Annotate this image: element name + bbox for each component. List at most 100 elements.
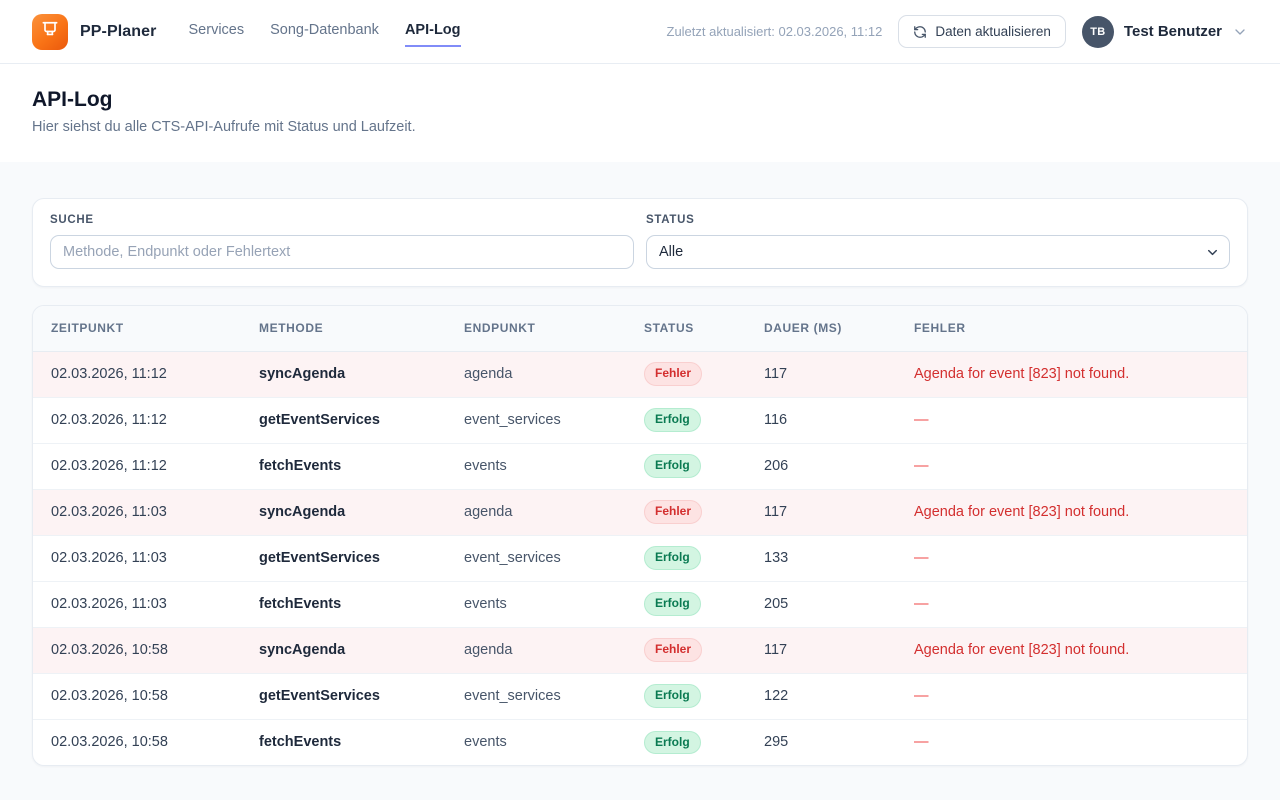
page-title: API-Log xyxy=(32,88,113,111)
avatar: TB xyxy=(1081,15,1114,48)
cell-status: Erfolg xyxy=(626,396,746,443)
nav-item-api-log[interactable]: API-Log xyxy=(404,16,461,47)
cell-zeitpunkt: 02.03.2026, 11:12 xyxy=(33,351,241,397)
cell-endpunkt: agenda xyxy=(446,488,626,535)
cell-dauer: 117 xyxy=(746,351,896,397)
app-logo xyxy=(32,13,68,50)
cell-status: Erfolg xyxy=(626,442,746,489)
api-log-table: Zeitpunkt Methode Endpunkt Status Dauer … xyxy=(33,306,1247,765)
table-row: 02.03.2026, 11:12 syncAgenda agenda Fehl… xyxy=(33,351,1247,397)
main-nav: Services Song-Datenbank API-Log xyxy=(189,16,461,47)
cell-methode: syncAgenda xyxy=(241,488,446,535)
status-badge: Fehler xyxy=(644,362,703,386)
status-select[interactable]: Alle xyxy=(646,235,1230,269)
cell-methode: getEventServices xyxy=(241,396,446,443)
filter-card: Suche Status Alle xyxy=(32,198,1248,287)
cell-zeitpunkt: 02.03.2026, 10:58 xyxy=(33,626,241,673)
brand-name: PP-Planer xyxy=(80,22,157,40)
cell-zeitpunkt: 02.03.2026, 11:03 xyxy=(33,534,241,581)
cell-endpunkt: agenda xyxy=(446,626,626,673)
cell-fehler: — xyxy=(896,672,1247,719)
cell-dauer: 133 xyxy=(746,534,896,581)
status-filter: Status Alle xyxy=(646,214,1230,269)
cell-endpunkt: events xyxy=(446,718,626,765)
cell-dauer: 295 xyxy=(746,718,896,765)
status-badge: Fehler xyxy=(644,638,703,662)
cell-zeitpunkt: 02.03.2026, 10:58 xyxy=(33,672,241,719)
table-body: 02.03.2026, 11:12 syncAgenda agenda Fehl… xyxy=(33,351,1247,765)
nav-item-services[interactable]: Services xyxy=(188,22,245,38)
cell-fehler: — xyxy=(896,442,1247,489)
user-menu[interactable]: TB Test Benutzer xyxy=(1081,15,1248,48)
page-subtitle: Hier siehst du alle CTS-API-Aufrufe mit … xyxy=(32,119,416,135)
table-row: 02.03.2026, 11:03 fetchEvents events Erf… xyxy=(33,580,1247,627)
status-badge: Erfolg xyxy=(644,730,701,754)
cell-status: Fehler xyxy=(626,626,746,673)
cell-status: Erfolg xyxy=(626,580,746,627)
cell-fehler: Agenda for event [823] not found. xyxy=(896,626,1247,673)
last-updated-text: Zuletzt aktualisiert: 02.03.2026, 11:12 xyxy=(666,24,883,39)
status-badge: Fehler xyxy=(644,500,703,524)
cell-dauer: 116 xyxy=(746,396,896,443)
table-row: 02.03.2026, 11:12 getEventServices event… xyxy=(33,396,1247,443)
main-content: Suche Status Alle Zeitpunkt xyxy=(0,162,1280,766)
cell-zeitpunkt: 02.03.2026, 10:58 xyxy=(33,718,241,765)
col-endpunkt: Endpunkt xyxy=(446,306,626,352)
cell-fehler: — xyxy=(896,580,1247,627)
cell-endpunkt: events xyxy=(446,580,626,627)
cell-methode: fetchEvents xyxy=(241,442,446,489)
table-row: 02.03.2026, 10:58 getEventServices event… xyxy=(33,672,1247,719)
cell-methode: fetchEvents xyxy=(241,580,446,627)
table-row: 02.03.2026, 10:58 fetchEvents events Erf… xyxy=(33,718,1247,765)
cell-dauer: 117 xyxy=(746,488,896,535)
cell-methode: getEventServices xyxy=(241,672,446,719)
cell-methode: syncAgenda xyxy=(241,626,446,673)
refresh-data-button[interactable]: Daten aktualisieren xyxy=(898,15,1066,48)
nav-item-song-datenbank[interactable]: Song-Datenbank xyxy=(270,22,379,38)
cell-dauer: 117 xyxy=(746,626,896,673)
col-zeitpunkt: Zeitpunkt xyxy=(33,306,241,352)
cell-status: Fehler xyxy=(626,351,746,397)
status-label: Status xyxy=(646,214,695,226)
cell-zeitpunkt: 02.03.2026, 11:12 xyxy=(33,442,241,489)
cell-fehler: — xyxy=(896,534,1247,581)
cell-status: Erfolg xyxy=(626,672,746,719)
col-methode: Methode xyxy=(241,306,446,352)
page-header: API-Log Hier siehst du alle CTS-API-Aufr… xyxy=(0,64,1280,162)
cell-zeitpunkt: 02.03.2026, 11:12 xyxy=(33,396,241,443)
status-badge: Erfolg xyxy=(644,454,701,478)
api-log-table-card: Zeitpunkt Methode Endpunkt Status Dauer … xyxy=(32,305,1248,766)
col-fehler: Fehler xyxy=(896,306,1247,352)
col-status: Status xyxy=(626,306,746,352)
cell-dauer: 205 xyxy=(746,580,896,627)
cell-zeitpunkt: 02.03.2026, 11:03 xyxy=(33,580,241,627)
cell-endpunkt: event_services xyxy=(446,534,626,581)
cell-dauer: 206 xyxy=(746,442,896,489)
search-filter: Suche xyxy=(50,214,634,269)
cell-endpunkt: agenda xyxy=(446,351,626,397)
table-row: 02.03.2026, 11:03 getEventServices event… xyxy=(33,534,1247,581)
cell-endpunkt: events xyxy=(446,442,626,489)
status-badge: Erfolg xyxy=(644,546,701,570)
cell-endpunkt: event_services xyxy=(446,396,626,443)
cell-zeitpunkt: 02.03.2026, 11:03 xyxy=(33,488,241,535)
presentation-screen-icon xyxy=(40,19,60,44)
brand: PP-Planer xyxy=(32,13,157,50)
user-name: Test Benutzer xyxy=(1123,23,1222,40)
status-badge: Erfolg xyxy=(644,592,701,616)
cell-fehler: — xyxy=(896,718,1247,765)
cell-fehler: Agenda for event [823] not found. xyxy=(896,351,1247,397)
topbar-right: Zuletzt aktualisiert: 02.03.2026, 11:12 … xyxy=(667,15,1249,48)
table-row: 02.03.2026, 11:12 fetchEvents events Erf… xyxy=(33,442,1247,489)
cell-status: Fehler xyxy=(626,488,746,535)
cell-endpunkt: event_services xyxy=(446,672,626,719)
search-input[interactable] xyxy=(50,235,634,269)
cell-fehler: Agenda for event [823] not found. xyxy=(896,488,1247,535)
top-bar: PP-Planer Services Song-Datenbank API-Lo… xyxy=(0,0,1280,64)
cell-fehler: — xyxy=(896,396,1247,443)
col-dauer: Dauer (ms) xyxy=(746,306,896,352)
cell-methode: fetchEvents xyxy=(241,718,446,765)
cell-methode: getEventServices xyxy=(241,534,446,581)
refresh-button-label: Daten aktualisieren xyxy=(935,24,1051,39)
refresh-icon xyxy=(913,25,927,39)
